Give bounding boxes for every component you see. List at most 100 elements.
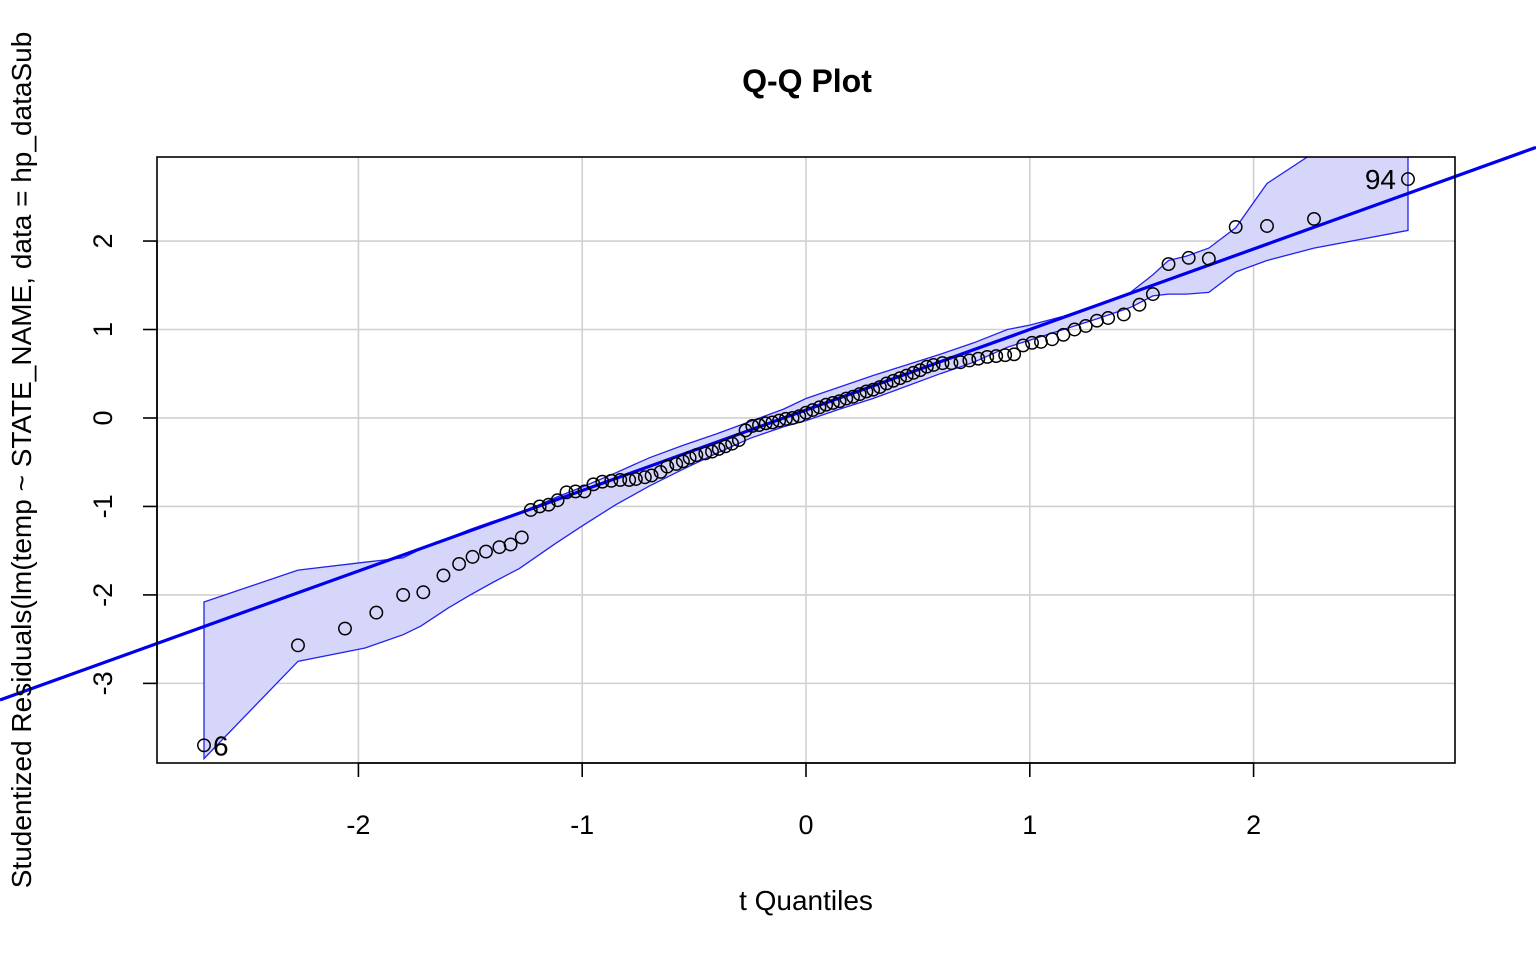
data-point-86 [1101,311,1116,325]
data-point-16 [550,493,565,508]
data-point-82 [1056,327,1071,342]
data-point-25 [628,472,643,486]
data-point-15 [541,497,556,512]
data-point-65 [906,365,921,380]
data-point-58 [859,384,874,399]
data-point-66 [913,363,928,378]
envelope-band [203,157,1409,761]
data-point-30 [669,457,684,471]
data-point-55 [839,391,854,406]
data-point-72 [962,353,977,368]
data-point-6 [436,568,451,583]
data-point-87 [1116,307,1131,322]
data-point-70 [944,356,959,371]
data-point-96 [1401,172,1415,187]
data-point-0 [197,738,211,753]
y-tick-label-4: 1 [88,322,118,337]
data-point-2 [338,621,352,636]
data-point-91 [1181,250,1196,265]
data-point-41 [745,418,760,433]
reference-line-group [0,145,1536,702]
data-point-74 [980,349,995,364]
data-point-11 [503,537,518,552]
data-point-56 [846,389,860,404]
data-point-32 [682,450,697,465]
data-point-8 [465,549,480,564]
data-point-64 [899,368,914,383]
x-tick-label-4: 2 [1246,810,1261,840]
data-point-93 [1228,219,1243,234]
data-point-37 [718,439,733,454]
reference-line [0,145,1536,702]
data-point-38 [725,436,740,451]
data-point-12 [514,530,529,545]
y-tick-label-5: 2 [88,233,118,248]
data-point-90 [1161,257,1176,271]
x-tick-label-2: 0 [798,810,813,840]
point-label-1: 6 [213,730,229,761]
data-point-9 [479,544,493,559]
data-point-4 [396,587,411,602]
data-point-51 [812,400,827,415]
data-point-67 [919,359,934,374]
data-point-62 [886,373,901,388]
data-point-1 [291,638,305,653]
y-tick-label-0: -3 [88,671,118,695]
data-point-3 [369,605,384,620]
data-point-59 [866,382,881,397]
data-point-35 [705,444,719,459]
y-tick-label-2: -1 [88,494,118,518]
data-point-50 [805,403,820,417]
data-point-20 [586,477,601,492]
data-point-39 [731,433,746,448]
data-point-48 [792,409,807,424]
data-point-24 [622,472,637,487]
data-point-52 [819,397,834,412]
data-point-75 [989,349,1004,364]
data-point-88 [1132,297,1147,312]
data-points [197,172,1415,753]
data-point-7 [452,556,467,571]
data-point-78 [1016,338,1031,353]
data-point-27 [644,468,659,483]
y-tick-label-1: -2 [88,583,118,607]
data-point-45 [772,413,787,428]
data-point-42 [752,418,766,433]
data-point-19 [577,484,592,499]
x-axis-title: t Quantiles [739,885,873,916]
point-labels: 94 6 [213,164,1396,761]
y-axis-title: Studentized Residuals(lm(temp ~ STATE_NA… [6,32,37,889]
x-tick-label-1: -1 [570,810,594,840]
chart-title: Q-Q Plot [742,63,872,99]
data-point-92 [1201,251,1216,266]
data-point-26 [637,470,652,485]
data-point-22 [604,473,619,488]
data-point-21 [595,474,610,489]
data-point-63 [893,371,907,386]
data-point-80 [1034,334,1048,349]
data-point-5 [416,585,431,600]
data-point-47 [785,411,800,425]
data-point-68 [926,357,941,372]
x-tick-label-3: 1 [1022,810,1037,840]
data-point-76 [998,348,1013,363]
data-point-79 [1025,335,1039,350]
data-point-31 [675,454,690,469]
y-tick-label-3: 0 [88,410,118,425]
data-point-69 [935,356,950,371]
data-point-54 [832,394,847,409]
data-point-34 [698,446,713,461]
data-point-61 [879,376,894,391]
data-point-60 [872,380,887,394]
data-point-17 [559,485,574,500]
data-point-29 [660,459,675,474]
data-point-95 [1307,211,1321,226]
data-point-57 [852,387,867,402]
data-point-36 [711,441,726,456]
data-point-46 [778,411,793,426]
data-point-89 [1145,287,1160,302]
data-point-43 [758,416,773,431]
data-point-23 [613,472,628,487]
data-point-14 [532,499,547,514]
